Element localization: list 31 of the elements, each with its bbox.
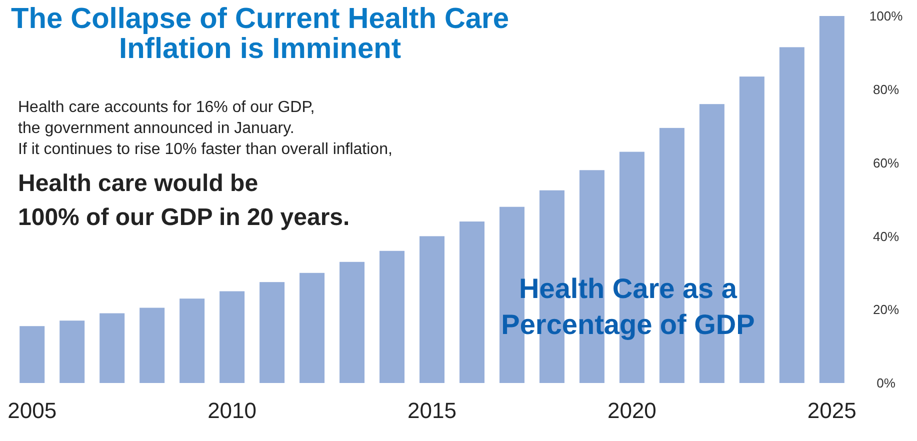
bar [260,282,285,383]
x-tick-label: 2020 [607,398,656,423]
annotation: Health care accounts for 16% of our GDP, [18,99,315,116]
bar [340,262,365,383]
x-tick-label: 2005 [8,398,57,423]
x-tick-label: 2015 [408,398,456,423]
bar [300,272,325,383]
bar [140,308,165,383]
x-tick-label: 2010 [208,398,257,423]
bar [180,298,205,383]
y-tick-label: 80% [872,82,900,97]
y-tick-label: 20% [872,302,900,318]
y-tick-label: 100% [869,8,904,24]
bar [420,236,444,383]
y-tick-label: 40% [872,228,900,244]
bar [779,47,804,383]
bar [100,313,125,383]
bar [819,16,844,383]
x-tick-label: 2025 [807,398,856,423]
chart-title: The Collapse of Current Health Care Inflation is Imminent [11,3,509,65]
y-tick-label: 0% [876,376,896,391]
bar [220,291,245,383]
bar [459,222,484,383]
annotation: the government announced in January. [18,120,294,137]
bar [380,250,405,383]
y-tick-label: 60% [872,155,900,170]
bar [60,320,85,383]
annotation: 100% of our GDP in 20 years. [18,204,350,231]
annotation: Health care would be [18,170,258,197]
bar [20,326,45,383]
annotation: If it continues to rise 10% faster than overall inflation, [18,141,392,158]
